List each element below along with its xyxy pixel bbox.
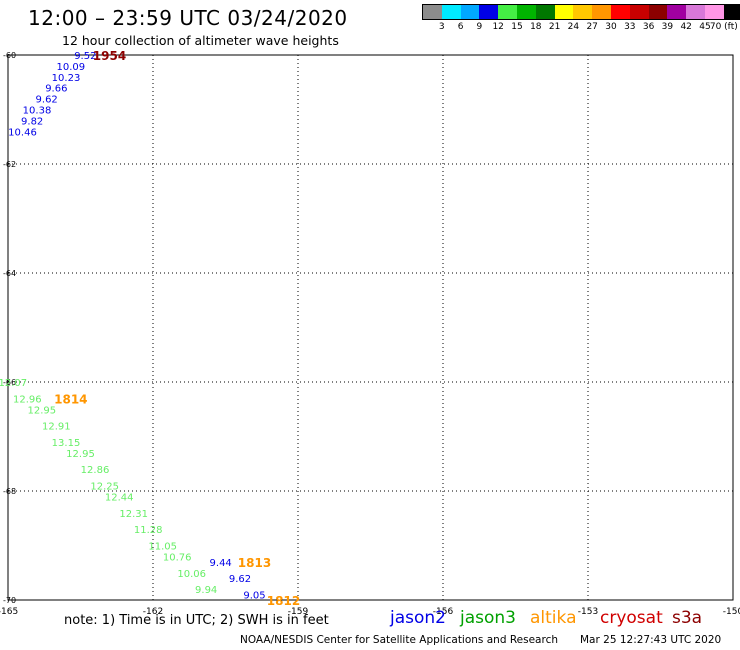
- color-scale-swatch: [629, 5, 649, 19]
- swh-value-label: 10.38: [23, 106, 52, 117]
- swh-value-label: 10.46: [8, 127, 37, 138]
- swh-value-label: 13.15: [52, 438, 81, 449]
- legend-entry-s3a: s3a: [672, 608, 703, 628]
- latitude-tick-label: -60: [3, 51, 16, 60]
- longitude-tick-label: -162: [143, 607, 163, 617]
- track-time-label: 1954: [93, 49, 126, 63]
- swh-value-label: 12.95: [66, 449, 95, 460]
- track-time-label: 1814: [54, 392, 87, 406]
- swh-value-label: 9.62: [229, 574, 251, 585]
- map-frame: [7, 54, 734, 601]
- swh-value-label: 9.62: [36, 95, 58, 106]
- latitude-tick-label: -70: [3, 596, 16, 605]
- swh-value-label: 12.25: [90, 482, 119, 493]
- color-scale-label: 30: [605, 22, 617, 32]
- swh-value-label: 12.95: [28, 405, 57, 416]
- legend-entry-altika: altika: [530, 608, 577, 628]
- longitude-tick-label: -159: [288, 607, 309, 617]
- legend-entry-cryosat: cryosat: [600, 608, 663, 628]
- page-title: 12:00 – 23:59 UTC 03/24/2020: [28, 6, 348, 30]
- longitude-tick-label: -150: [723, 607, 740, 617]
- color-scale-label: 6: [457, 22, 464, 32]
- swh-value-label: 9.94: [195, 585, 217, 596]
- color-scale-label: 24: [567, 22, 580, 32]
- color-scale-label: 27: [586, 22, 598, 32]
- color-scale-labels: 3 6 9 12 15 18 21 24 27 30 33 36 39 42 45 70 (ft): [422, 20, 740, 34]
- color-scale-swatch: [667, 5, 687, 19]
- color-scale-label: 15: [511, 22, 523, 32]
- color-scale-label: 33: [624, 22, 636, 32]
- color-scale-label: 70 (ft): [709, 22, 738, 32]
- color-scale-swatch: [573, 5, 593, 19]
- swh-value-label: 9.82: [21, 116, 43, 127]
- swh-value-label: 12.31: [119, 509, 148, 520]
- swh-value-label: 12.07: [0, 378, 27, 389]
- color-scale-label: 12: [492, 22, 504, 32]
- color-scale-label: 21: [548, 22, 561, 32]
- color-scale-swatch: [554, 5, 574, 19]
- legend-entry-jason2: jason2: [390, 608, 446, 628]
- swh-value-label: 10.23: [52, 73, 81, 84]
- color-scale-swatch: [516, 5, 536, 19]
- color-scale-label: 36: [642, 22, 655, 32]
- footer-timestamp: Mar 25 12:27:43 UTC 2020: [580, 634, 722, 646]
- color-scale-swatch: [423, 5, 442, 19]
- swh-value-label: 12.91: [42, 422, 71, 433]
- color-scale-swatch: [648, 5, 668, 19]
- swh-value-label: 11.05: [148, 542, 177, 553]
- color-scale-swatches: [422, 4, 740, 20]
- color-scale-label: 45: [699, 22, 711, 32]
- footer-note: note: 1) Time is in UTC; 2) SWH is in fe…: [64, 613, 329, 628]
- color-scale-label: 39: [661, 22, 674, 32]
- longitude-tick-label: -156: [433, 607, 454, 617]
- track-time-label: 1813: [238, 556, 271, 570]
- color-scale-swatch: [535, 5, 555, 19]
- color-scale-swatch: [723, 5, 740, 19]
- swh-value-label: 9.66: [45, 84, 67, 95]
- latitude-tick-label: -66: [3, 378, 16, 387]
- color-scale-label: 42: [680, 22, 692, 32]
- swh-value-label: 10.09: [57, 62, 86, 73]
- page-subtitle: 12 hour collection of altimeter wave hei…: [62, 33, 339, 48]
- color-scale-swatch: [610, 5, 630, 19]
- latitude-tick-label: -68: [3, 487, 16, 496]
- swh-value-label: 9.44: [210, 558, 232, 569]
- color-scale-swatch: [704, 5, 724, 19]
- track-time-label: 1812: [267, 594, 300, 608]
- swh-value-label: 12.96: [13, 394, 42, 405]
- color-scale-swatch: [592, 5, 611, 19]
- swh-value-label: 12.44: [105, 492, 134, 503]
- color-scale-swatch: [479, 5, 499, 19]
- color-scale-swatch: [460, 5, 480, 19]
- latitude-tick-label: -62: [3, 160, 16, 169]
- longitude-tick-label: -153: [578, 607, 598, 617]
- color-scale: 3 6 9 12 15 18 21 24 27 30 33 36 39 42 45 70 (ft): [422, 4, 740, 34]
- color-scale-label: 9: [476, 22, 483, 32]
- color-scale-label: 3: [438, 22, 445, 32]
- longitude-tick-label: -165: [0, 607, 18, 617]
- swh-value-label: 10.06: [177, 569, 206, 580]
- swh-value-label: 12.86: [81, 465, 110, 476]
- swh-value-label: 9.05: [243, 591, 265, 602]
- swh-value-label: 11.28: [134, 525, 163, 536]
- color-scale-swatch: [441, 5, 461, 19]
- swh-value-label: 9.52: [74, 51, 96, 62]
- color-scale-swatch: [498, 5, 517, 19]
- color-scale-swatch: [686, 5, 705, 19]
- color-scale-label: 18: [530, 22, 542, 32]
- swh-value-label: 10.76: [163, 552, 192, 563]
- legend-entry-jason3: jason3: [460, 608, 516, 628]
- latitude-tick-label: -64: [3, 269, 16, 278]
- footer-credit: NOAA/NESDIS Center for Satellite Applica…: [240, 634, 558, 646]
